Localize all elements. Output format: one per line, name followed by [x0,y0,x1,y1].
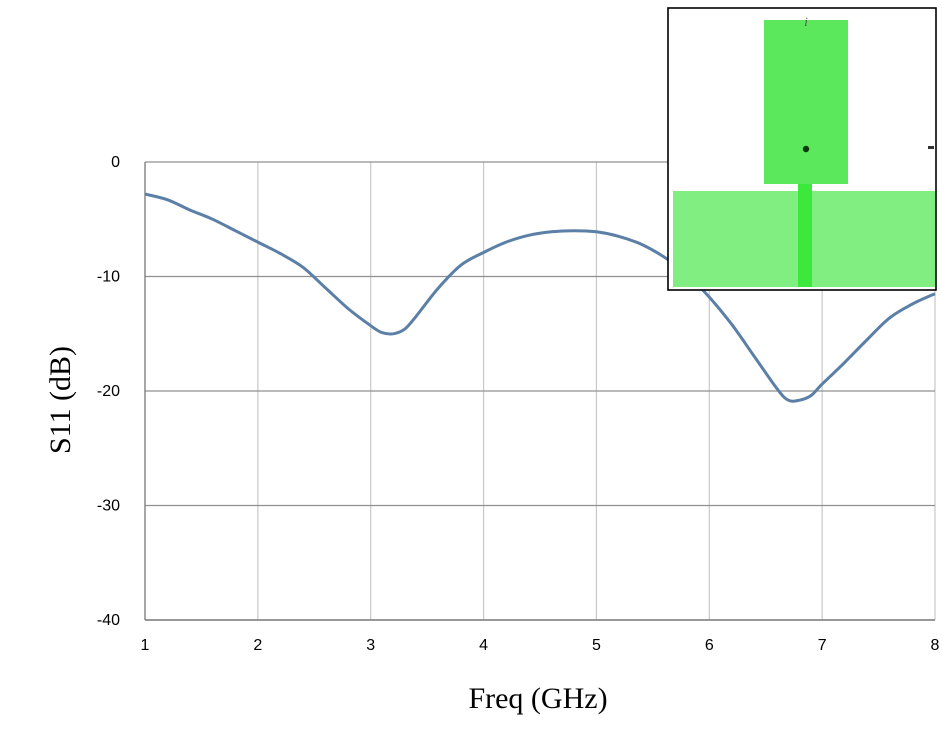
feed-point-dot [803,146,809,152]
radiating-patch [764,20,848,184]
y-tick-label: -40 [97,612,120,629]
feed-line [798,183,812,287]
x-axis-title: Freq (GHz) [468,682,607,715]
y-tick-label: 0 [111,154,120,171]
x-tick-label: 4 [479,637,488,654]
x-tick-label: 2 [253,637,262,654]
antenna-inset: i [668,8,936,290]
y-tick-label: -30 [97,498,120,515]
x-tick-label: 3 [366,637,375,654]
y-tick-label: -10 [97,269,120,286]
inset-edge-mark [928,146,934,149]
x-tick-label: 1 [141,637,150,654]
x-tick-label: 8 [931,637,940,654]
x-tick-label: 5 [592,637,601,654]
inset-label: i [804,14,808,29]
x-tick-label: 6 [705,637,714,654]
x-tick-label: 7 [818,637,827,654]
y-axis-title: S11 (dB) [44,346,77,454]
y-tick-label: -20 [97,383,120,400]
